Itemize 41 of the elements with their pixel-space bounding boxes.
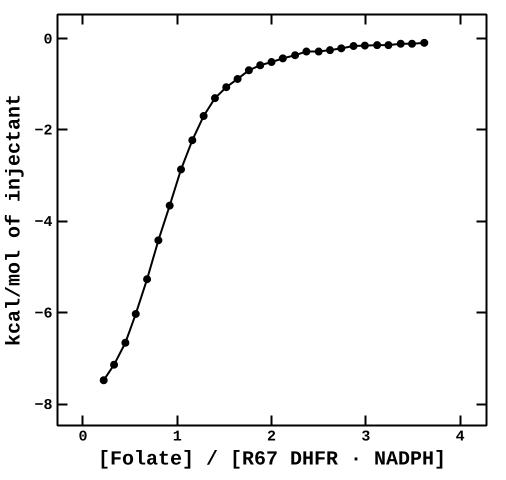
- x-tick-label: 1: [172, 428, 182, 446]
- point: [278, 54, 287, 62]
- point: [350, 42, 358, 50]
- point: [200, 112, 208, 120]
- x-tick-label: 0: [78, 428, 88, 446]
- point: [188, 136, 196, 144]
- point: [256, 61, 264, 70]
- x-tick-label: 4: [456, 428, 465, 446]
- point: [210, 94, 219, 102]
- x-axis-title: [Folate] / [R67 DHFR · NADPH]: [98, 448, 446, 472]
- point: [110, 360, 118, 369]
- y-tick-label: −4: [34, 214, 53, 232]
- point: [337, 44, 346, 52]
- point: [244, 66, 253, 74]
- point: [100, 376, 108, 384]
- y-axis-title: kcal/mol of injectant: [3, 94, 26, 346]
- point: [268, 58, 276, 66]
- point: [143, 275, 152, 284]
- point: [132, 310, 140, 318]
- point: [373, 41, 382, 50]
- point: [384, 41, 392, 50]
- point: [234, 74, 242, 83]
- point: [177, 165, 186, 174]
- point: [166, 202, 174, 210]
- y-tick-label: −8: [34, 397, 53, 414]
- point: [222, 83, 230, 92]
- x-tick-label: 3: [361, 428, 370, 446]
- point: [326, 46, 334, 54]
- point: [420, 38, 428, 47]
- point: [154, 236, 162, 244]
- point: [314, 48, 323, 56]
- point: [121, 338, 130, 347]
- point: [291, 51, 300, 60]
- point: [396, 40, 405, 48]
- y-tick-label: 0: [44, 31, 53, 48]
- point: [302, 48, 310, 56]
- point: [408, 40, 416, 48]
- y-tick-label: −2: [34, 122, 53, 140]
- y-tick-label: −6: [34, 306, 53, 323]
- point: [360, 42, 369, 50]
- x-tick-label: 2: [267, 428, 276, 446]
